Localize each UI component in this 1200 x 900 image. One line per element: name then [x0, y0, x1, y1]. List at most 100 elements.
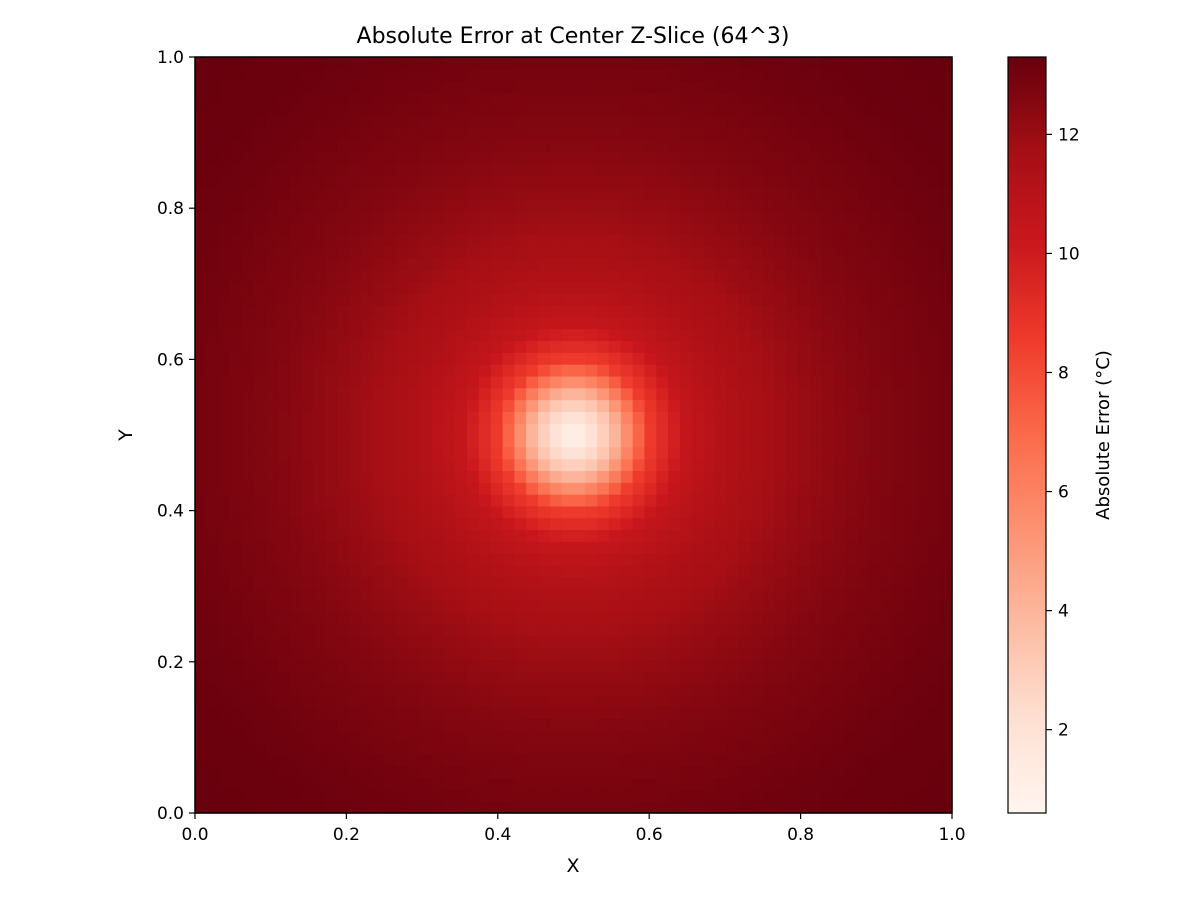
- heatmap-cell: [218, 647, 232, 661]
- heatmap-cell: [360, 801, 374, 814]
- heatmap-cell: [277, 340, 291, 353]
- heatmap-cell: [360, 57, 374, 70]
- heatmap-cell: [620, 127, 634, 141]
- heatmap-cell: [490, 742, 504, 755]
- heatmap-cell: [881, 116, 894, 129]
- heatmap-cell: [916, 588, 929, 601]
- heatmap-cell: [656, 305, 669, 318]
- heatmap-cell: [561, 718, 575, 731]
- heatmap-cell: [384, 364, 397, 377]
- heatmap-cell: [585, 151, 598, 164]
- heatmap-cell: [774, 470, 788, 483]
- heatmap-cell: [916, 777, 929, 790]
- heatmap-cell: [916, 635, 929, 649]
- heatmap-cell: [561, 293, 575, 306]
- heatmap-cell: [230, 694, 243, 708]
- heatmap-cell: [585, 198, 598, 212]
- heatmap-cell: [407, 246, 421, 259]
- heatmap-cell: [798, 624, 811, 637]
- heatmap-cell: [810, 765, 823, 779]
- heatmap-cell: [798, 517, 811, 531]
- heatmap-cell: [774, 777, 788, 790]
- heatmap-cell: [656, 352, 669, 365]
- heatmap-cell: [739, 375, 752, 389]
- heatmap-cell: [597, 352, 610, 365]
- heatmap-cell: [478, 127, 492, 141]
- heatmap-cell: [703, 257, 717, 271]
- heatmap-cell: [727, 683, 740, 696]
- heatmap-cell: [750, 765, 764, 779]
- heatmap-cell: [301, 423, 314, 436]
- heatmap-cell: [892, 246, 906, 259]
- heatmap-cell: [845, 801, 858, 814]
- heatmap-cell: [561, 222, 575, 235]
- heatmap-cell: [750, 564, 764, 578]
- heatmap-cell: [206, 246, 220, 259]
- heatmap-cell: [538, 80, 551, 94]
- heatmap-cell: [467, 588, 480, 601]
- heatmap-cell: [242, 789, 255, 802]
- heatmap-cell: [940, 375, 953, 389]
- heatmap-cell: [289, 541, 303, 554]
- heatmap-cell: [478, 210, 492, 223]
- heatmap-cell: [431, 246, 444, 259]
- heatmap-cell: [644, 57, 657, 70]
- heatmap-cell: [336, 104, 350, 117]
- heatmap-cell: [502, 281, 515, 294]
- heatmap-cell: [289, 517, 303, 531]
- heatmap-cell: [620, 718, 634, 731]
- heatmap-cell: [585, 92, 598, 105]
- heatmap-cell: [384, 742, 397, 755]
- heatmap-cell: [833, 139, 847, 153]
- heatmap-cell: [313, 423, 326, 436]
- heatmap-cell: [242, 116, 255, 129]
- heatmap-cell: [549, 458, 563, 472]
- heatmap-cell: [360, 683, 374, 696]
- heatmap-cell: [549, 446, 563, 460]
- heatmap-cell: [928, 57, 941, 70]
- heatmap-cell: [348, 494, 362, 507]
- heatmap-cell: [715, 801, 728, 814]
- heatmap-cell: [289, 92, 303, 105]
- heatmap-cell: [526, 186, 539, 200]
- heatmap-cell: [928, 683, 941, 696]
- heatmap-cell: [514, 600, 527, 613]
- heatmap-cell: [443, 198, 456, 212]
- heatmap-cell: [431, 210, 444, 223]
- heatmap-cell: [561, 80, 575, 94]
- heatmap-cell: [514, 718, 527, 731]
- heatmap-cell: [538, 588, 551, 601]
- heatmap-cell: [833, 281, 847, 294]
- heatmap-cell: [750, 163, 764, 176]
- heatmap-cell: [881, 624, 894, 637]
- heatmap-cell: [774, 104, 788, 117]
- heatmap-cell: [313, 706, 326, 720]
- heatmap-cell: [195, 68, 208, 82]
- heatmap-cell: [739, 92, 752, 105]
- heatmap-cell: [845, 635, 858, 649]
- heatmap-cell: [467, 517, 480, 531]
- heatmap-cell: [845, 529, 858, 542]
- heatmap-cell: [632, 659, 646, 672]
- heatmap-cell: [585, 553, 598, 566]
- heatmap-cell: [336, 446, 350, 460]
- heatmap-cell: [206, 411, 220, 424]
- heatmap-cell: [916, 446, 929, 460]
- heatmap-cell: [881, 588, 894, 601]
- heatmap-cell: [739, 470, 752, 483]
- heatmap-cell: [585, 411, 598, 424]
- heatmap-cell: [313, 328, 326, 342]
- heatmap-cell: [715, 151, 728, 164]
- heatmap-cell: [360, 576, 374, 590]
- heatmap-cell: [265, 612, 279, 625]
- heatmap-cell: [940, 600, 953, 613]
- heatmap-cell: [750, 399, 764, 412]
- heatmap-cell: [384, 612, 397, 625]
- heatmap-cell: [348, 671, 362, 684]
- heatmap-cell: [762, 269, 776, 283]
- heatmap-cell: [904, 364, 918, 377]
- heatmap-cell: [620, 293, 634, 306]
- heatmap-cell: [407, 765, 421, 779]
- heatmap-cell: [881, 104, 894, 117]
- heatmap-cell: [265, 375, 279, 389]
